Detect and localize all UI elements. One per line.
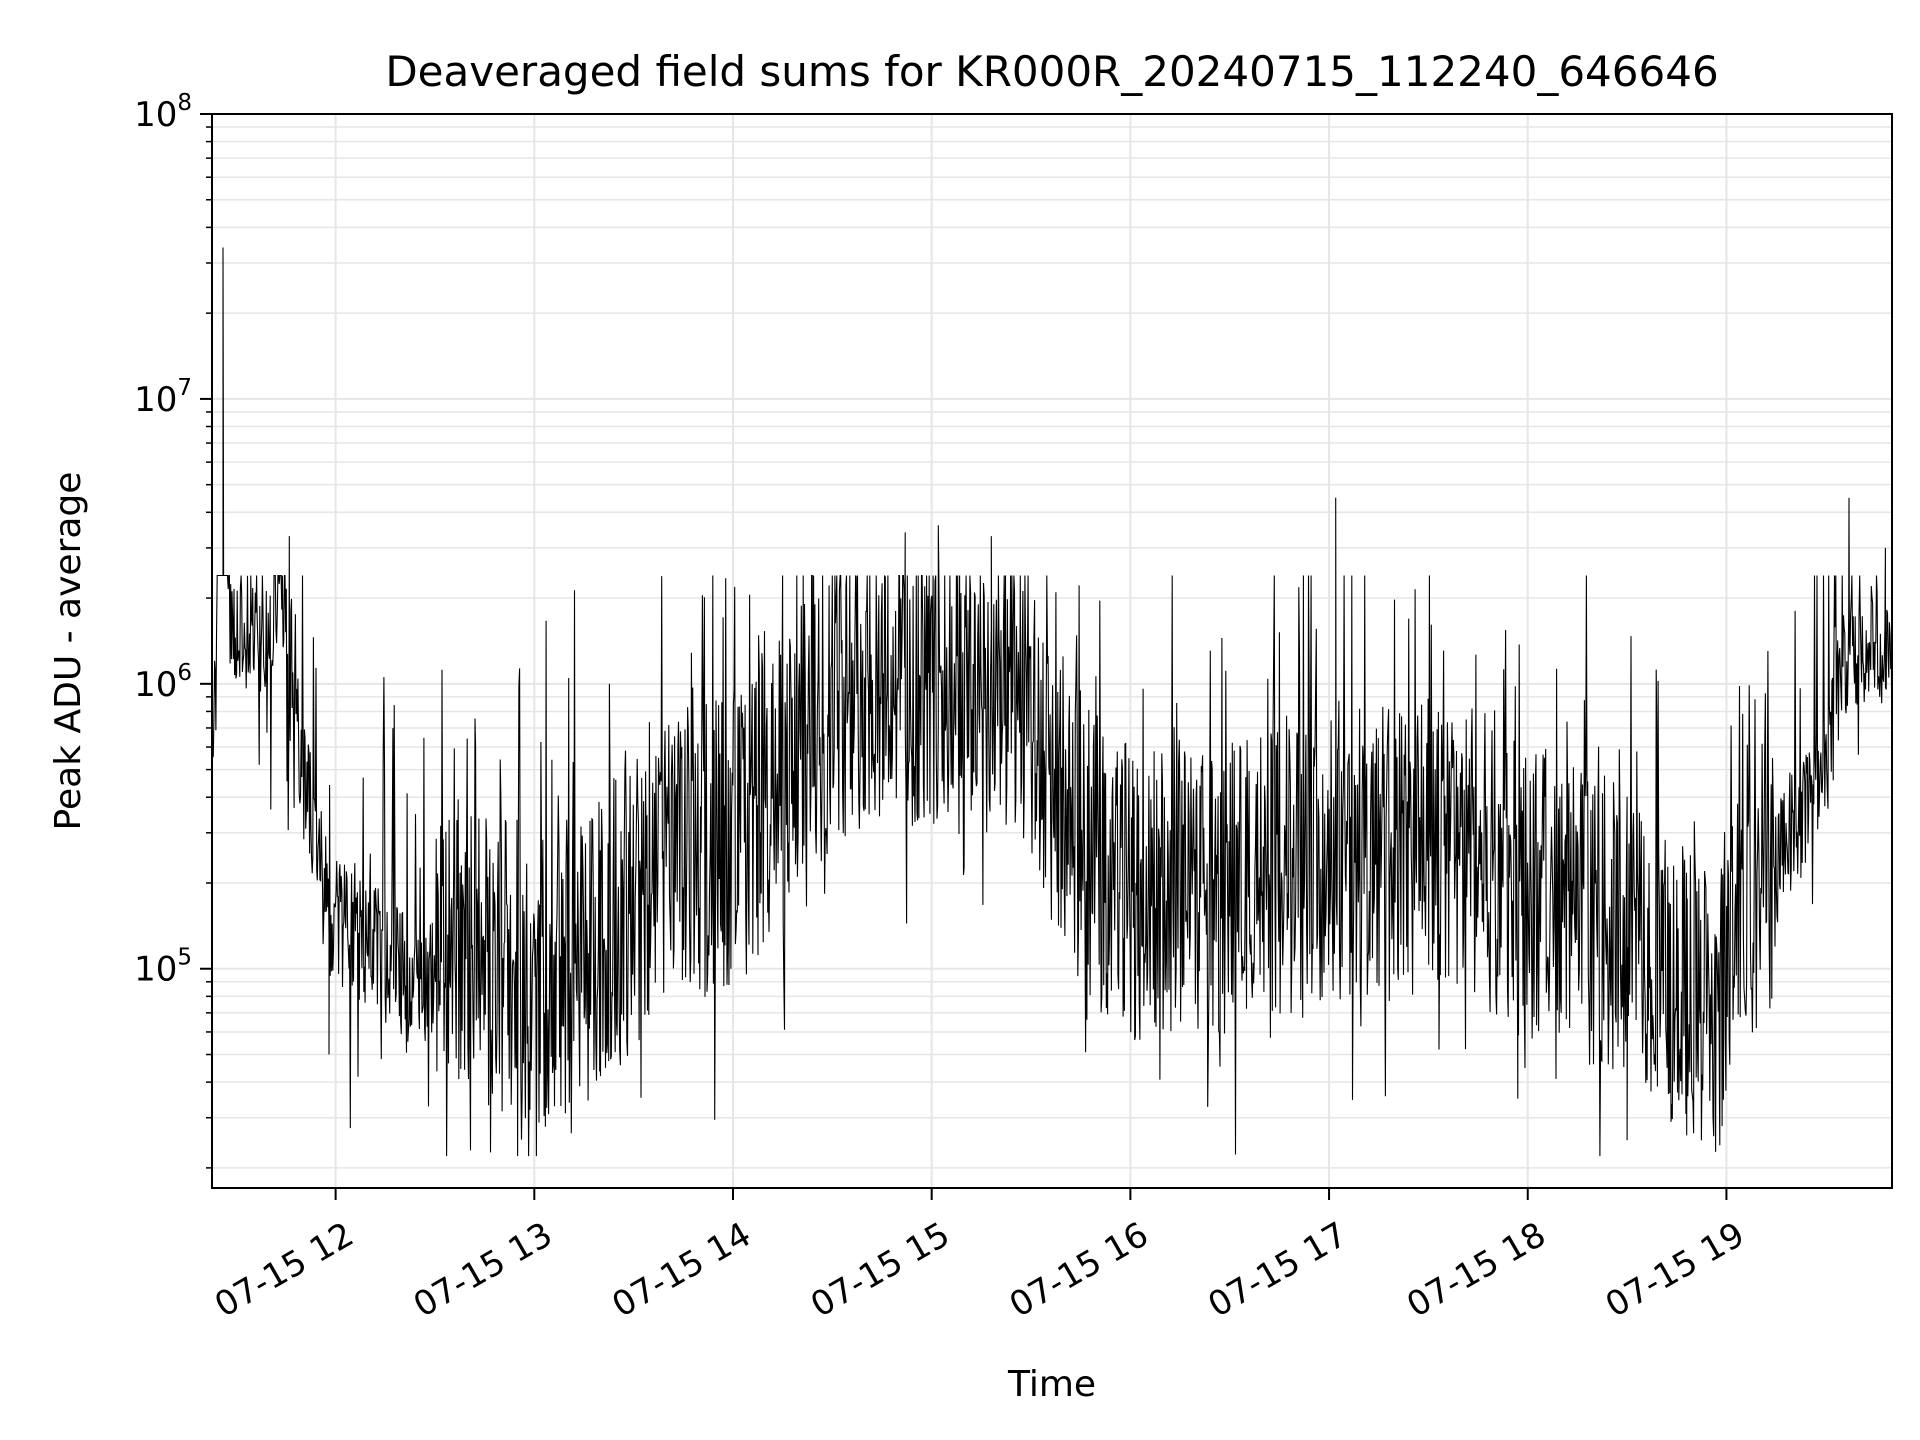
plot-frame (211, 113, 1893, 1189)
y-tick-label: 106 (134, 660, 192, 705)
y-tick-label: 105 (134, 945, 192, 990)
y-tick-label: 107 (134, 375, 192, 420)
series-layer (212, 247, 1892, 1157)
chart-title: Deaveraged field sums for KR000R_2024071… (385, 47, 1718, 96)
y-axis-label: Peak ADU - average (48, 472, 89, 831)
series-line (212, 247, 1892, 1157)
y-tick-label: 108 (134, 90, 192, 135)
y-axis-ticks: 105 106 107 108 (134, 90, 212, 1169)
x-axis-label: Time (1007, 1364, 1096, 1405)
